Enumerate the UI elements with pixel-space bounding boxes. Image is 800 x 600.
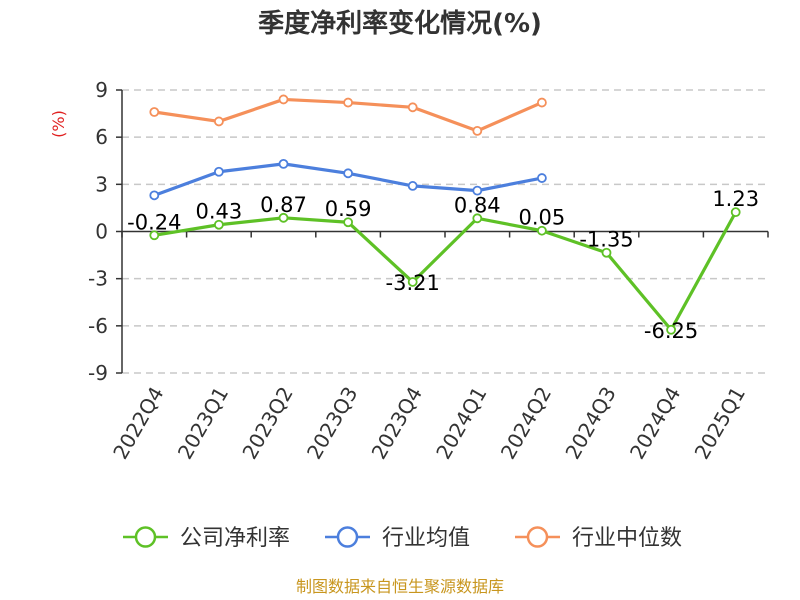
data-label: 0.05: [519, 206, 566, 230]
data-point: [472, 185, 483, 196]
data-point: [537, 173, 547, 183]
data-label: 0.84: [454, 193, 501, 217]
source-note: 制图数据来自恒生聚源数据库: [296, 577, 504, 596]
x-tick-label: 2023Q2: [237, 383, 297, 464]
data-point: [278, 94, 289, 105]
data-point: [278, 158, 289, 169]
data-point: [730, 207, 741, 218]
data-point: [343, 168, 354, 179]
data-point: [213, 219, 224, 230]
x-tick-label: 2024Q2: [496, 383, 556, 464]
legend-label: 公司净利率: [180, 526, 290, 551]
data-point: [472, 213, 483, 224]
x-tick-label: 2024Q3: [560, 383, 620, 464]
data-labels: -0.24 0.43 0.87 0.59 -3.21 0.84 0.05 -1.35 -6.25…: [127, 187, 759, 343]
data-point: [407, 102, 418, 113]
data-point: [149, 107, 160, 117]
y-tick-label: -9: [88, 361, 108, 385]
data-label: 0.43: [196, 200, 243, 224]
legend: 公司净利率 行业均值 行业中位数: [123, 526, 682, 551]
data-point: [213, 166, 224, 177]
axes: [116, 89, 769, 374]
x-tick-label: 2024Q1: [431, 383, 491, 464]
y-tick-label: 6: [95, 125, 108, 149]
y-tick-label: 9: [95, 78, 108, 102]
x-tick-label: 2025Q1: [690, 383, 750, 464]
data-point: [213, 116, 224, 127]
data-point: [537, 97, 547, 108]
data-label: -1.35: [579, 228, 633, 252]
data-label: -0.24: [127, 210, 181, 234]
chart-title: 季度净利率变化情况(%): [258, 8, 542, 39]
data-point: [343, 217, 354, 228]
legend-label: 行业中位数: [572, 526, 682, 551]
data-label: 0.87: [260, 193, 307, 217]
data-point: [666, 324, 676, 335]
legend-marker: [336, 526, 359, 548]
y-tick-label: -3: [88, 267, 108, 291]
x-tick-label: 2022Q4: [108, 383, 168, 464]
data-point: [149, 190, 160, 201]
data-point: [149, 230, 160, 241]
legend-marker: [134, 526, 157, 548]
data-point: [278, 212, 289, 223]
y-tick-label: -6: [88, 314, 108, 338]
x-tick-label: 2024Q4: [625, 383, 685, 464]
y-tick-labels: 9 6 3 0 -3 -6 -9: [88, 78, 108, 385]
x-tick-label: 2023Q1: [173, 383, 233, 464]
data-point: [407, 181, 418, 191]
x-tick-labels: 2022Q4 2023Q1 2023Q2 2023Q3 2023Q4 2024Q1 2024…: [108, 383, 750, 464]
data-label: 1.23: [712, 187, 759, 211]
legend-label: 行业均值: [382, 526, 470, 551]
series-lines: [149, 94, 741, 335]
data-point: [407, 277, 418, 287]
data-point: [537, 225, 547, 236]
data-label: -3.21: [386, 271, 440, 295]
data-label: 0.59: [325, 197, 372, 221]
data-point: [601, 247, 612, 258]
y-tick-label: 0: [95, 220, 108, 244]
x-tick-label: 2023Q4: [367, 383, 427, 464]
y-axis-label: (%): [49, 110, 68, 138]
x-tick-label: 2023Q3: [302, 383, 362, 464]
data-label: -6.25: [644, 319, 698, 343]
series-line: [154, 211, 738, 332]
data-point: [343, 97, 354, 108]
legend-marker: [526, 526, 549, 548]
data-point: [472, 125, 483, 136]
y-tick-label: 3: [95, 172, 108, 196]
